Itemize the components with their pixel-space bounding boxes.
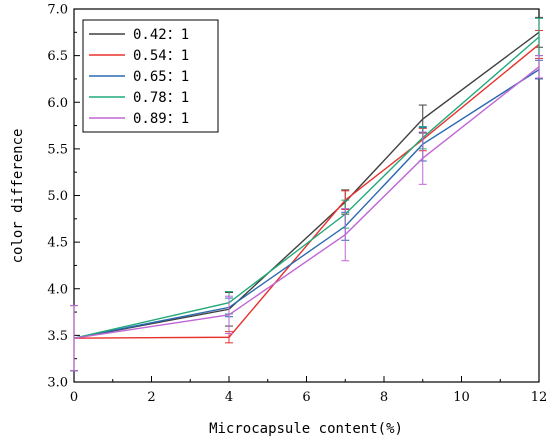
y-tick-label: 6.0 — [47, 96, 68, 111]
series-4 — [70, 55, 543, 372]
x-tick-label: 4 — [225, 390, 233, 405]
series-layer — [70, 16, 543, 372]
legend-label: 0.78：1 — [133, 90, 189, 106]
x-tick-label: 0 — [70, 390, 78, 405]
x-axis-title: Microcapsule content(%) — [209, 421, 403, 437]
x-tick-label: 6 — [302, 390, 310, 405]
legend-label: 0.42：1 — [133, 27, 189, 43]
x-tick-label: 10 — [453, 390, 470, 405]
y-tick-label: 3.0 — [47, 376, 68, 391]
x-tick-label: 12 — [531, 390, 548, 405]
y-tick-label: 3.5 — [47, 329, 68, 344]
y-tick-label: 4.0 — [47, 282, 68, 297]
y-tick-label: 4.5 — [47, 236, 68, 251]
y-axis: 3.0 3.5 4.0 4.5 5.0 5.5 6.0 6.5 7.0 — [47, 3, 80, 391]
x-tick-label: 2 — [147, 390, 155, 405]
y-axis-title: color difference — [10, 129, 26, 264]
y-tick-label: 7.0 — [47, 3, 68, 18]
x-tick-label: 8 — [380, 390, 388, 405]
legend-label: 0.89：1 — [133, 111, 189, 127]
y-tick-label: 5.5 — [47, 142, 68, 157]
x-axis: 0 2 4 6 8 10 12 — [70, 376, 547, 405]
legend-label: 0.65：1 — [133, 69, 189, 85]
series-line — [73, 66, 540, 339]
y-tick-label: 6.5 — [47, 49, 68, 64]
y-tick-label: 5.0 — [47, 189, 68, 204]
legend-label: 0.54：1 — [133, 48, 189, 64]
legend: 0.42：1 0.54：1 0.65：1 0.78：1 0.89：1 — [82, 19, 219, 133]
